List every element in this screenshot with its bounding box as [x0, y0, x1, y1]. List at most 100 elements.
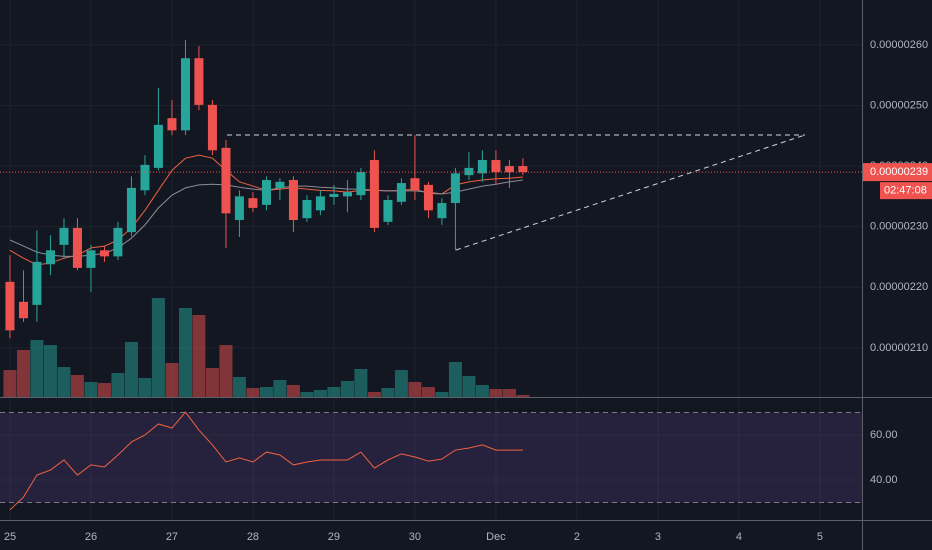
volume-bar — [516, 395, 530, 397]
candle-body — [437, 203, 447, 219]
x-tick-label: 29 — [328, 531, 340, 543]
candle-body — [275, 181, 285, 188]
volume-bar — [192, 315, 206, 397]
volume-bar — [16, 350, 30, 397]
volume-bar — [462, 376, 476, 397]
rsi-tick-label: 60.00 — [870, 429, 898, 441]
volume-bar — [475, 385, 489, 397]
volume-bar — [340, 381, 354, 397]
price-tag — [863, 163, 932, 182]
candle-body — [140, 164, 150, 191]
volume-bar — [367, 392, 381, 397]
x-tick-label: 28 — [247, 531, 259, 543]
volume-bar — [259, 387, 273, 397]
candle-body — [45, 250, 55, 265]
y-tick-label: 0.00000230 — [870, 221, 928, 233]
candle-body — [369, 160, 379, 228]
candle-body — [423, 184, 433, 211]
y-tick-label: 0.00000260 — [870, 39, 928, 51]
candle-body — [18, 301, 28, 319]
x-tick-label: 26 — [85, 531, 97, 543]
candle-body — [450, 173, 460, 204]
x-tick-label: 27 — [166, 531, 178, 543]
candle-body — [261, 180, 271, 205]
candle-body — [167, 118, 177, 131]
candle-body — [356, 172, 366, 196]
candle-body — [59, 227, 69, 245]
candle-body — [491, 160, 501, 173]
volume-bar — [124, 342, 138, 397]
x-tick-label: 25 — [4, 531, 16, 543]
volume-bar — [84, 382, 98, 397]
volume-bar — [489, 389, 503, 397]
candle-body — [99, 250, 109, 257]
volume-bar — [178, 308, 192, 397]
candle-body — [153, 124, 163, 168]
volume-bar — [219, 345, 233, 397]
candle-body — [5, 281, 15, 331]
volume-bar — [30, 340, 44, 397]
volume-bar — [165, 363, 179, 397]
volume-bar — [435, 392, 449, 397]
y-tick-label: 0.00000210 — [870, 342, 928, 354]
candle-body — [329, 193, 339, 197]
countdown-tag — [880, 182, 932, 200]
candle-body — [288, 180, 298, 221]
x-tick-label: 2 — [574, 531, 580, 543]
volume-bar — [43, 345, 57, 397]
candle-body — [207, 104, 217, 151]
volume-bar — [421, 387, 435, 397]
candle-body — [234, 196, 244, 221]
volume-bar — [394, 370, 408, 397]
x-tick-label: Dec — [486, 531, 506, 543]
volume-bar — [502, 389, 516, 397]
y-tick-label: 0.00000250 — [870, 99, 928, 111]
candle-body — [342, 192, 352, 197]
candle-body — [194, 58, 204, 105]
candle-body — [86, 250, 96, 268]
volume-bar — [138, 378, 152, 397]
candle-body — [383, 200, 393, 222]
grid — [0, 0, 862, 520]
volume-bar — [97, 383, 111, 397]
candle-body — [302, 200, 312, 219]
price-tag-label: 0.00000239 — [870, 166, 928, 178]
volume-bar — [111, 373, 125, 397]
rsi-line — [9, 411, 523, 511]
rsi-band — [0, 412, 862, 503]
volume-bar — [300, 392, 314, 397]
candle-body — [248, 198, 258, 208]
candle-body — [221, 147, 231, 214]
y-tick-label: 0.00000220 — [870, 281, 928, 293]
candle-body — [504, 166, 514, 173]
x-tick-label: 4 — [736, 531, 742, 543]
volume-bar — [3, 370, 17, 397]
candle-body — [180, 58, 190, 131]
volume-bar — [57, 367, 71, 397]
volume-bar — [286, 385, 300, 397]
candle-body — [518, 166, 528, 173]
volume-bar — [381, 388, 395, 397]
candle-body — [72, 227, 82, 268]
rsi-tick-label: 40.00 — [870, 474, 898, 486]
volume-bar — [246, 388, 260, 397]
candle-body — [126, 187, 136, 233]
candle-body — [464, 167, 474, 176]
countdown-label: 02:47:08 — [884, 185, 927, 197]
x-tick-label: 5 — [817, 531, 823, 543]
volume-bar — [205, 368, 219, 397]
volume-bar — [313, 390, 327, 397]
volume-bar — [354, 369, 368, 397]
candle-body — [410, 178, 420, 191]
candle-body — [396, 183, 406, 202]
volume-bar — [448, 362, 462, 397]
candle-body — [477, 160, 487, 174]
candle-body — [32, 261, 42, 305]
volume-bar — [70, 375, 84, 397]
marks — [0, 40, 862, 511]
volume-bar — [232, 377, 246, 397]
volume-bar — [408, 382, 422, 397]
candle-body — [315, 196, 325, 211]
